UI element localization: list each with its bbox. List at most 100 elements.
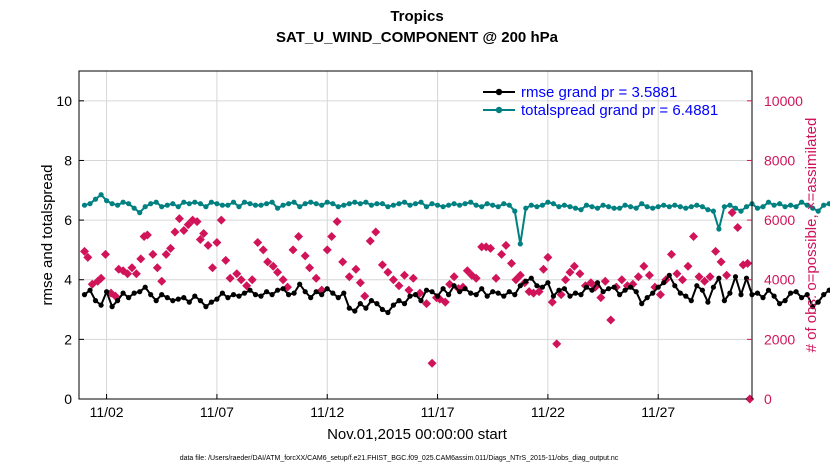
totalspread-point — [391, 203, 396, 208]
rmse-point — [82, 292, 87, 297]
y-tick-label: 4 — [64, 272, 72, 288]
totalspread-point — [788, 203, 793, 208]
totalspread-point — [314, 201, 319, 206]
totalspread-point — [82, 203, 87, 208]
rmse-point — [578, 292, 583, 297]
rmse-point — [143, 285, 148, 290]
rmse-point — [727, 291, 732, 296]
rmse-point — [623, 288, 628, 293]
y-right-tick-label: 6000 — [764, 212, 795, 228]
totalspread-point — [612, 206, 617, 211]
rmse-point — [391, 303, 396, 308]
obs-assimilated-point — [394, 281, 403, 290]
rmse-point — [441, 286, 446, 291]
totalspread-point — [584, 203, 589, 208]
rmse-point — [170, 298, 175, 303]
obs-assimilated-point — [561, 275, 570, 284]
obs-assimilated-point — [733, 223, 742, 232]
obs-assimilated-point — [717, 257, 726, 266]
rmse-point — [231, 292, 236, 297]
totalspread-point — [270, 200, 275, 205]
totalspread-point — [413, 201, 418, 206]
rmse-point — [286, 292, 291, 297]
obs-assimilated-point — [639, 262, 648, 271]
x-tick-label: 11/22 — [531, 404, 565, 420]
totalspread-point — [170, 201, 175, 206]
rmse-point — [281, 286, 286, 291]
rmse-point — [457, 289, 462, 294]
rmse-point — [645, 295, 650, 300]
totalspread-point — [402, 200, 407, 205]
rmse-point — [584, 285, 589, 290]
obs-assimilated-point — [548, 298, 557, 307]
totalspread-point — [198, 201, 203, 206]
totalspread-point — [821, 203, 826, 208]
totalspread-point — [540, 203, 545, 208]
y-right-axis-label: # of obs: o=possible, ×=assimilated — [803, 118, 820, 353]
totalspread-point — [645, 204, 650, 209]
obs-assimilated-point — [371, 228, 380, 237]
rmse-point — [667, 273, 672, 278]
rmse-point — [689, 298, 694, 303]
obs-assimilated-point — [497, 250, 506, 259]
totalspread-point — [187, 201, 192, 206]
totalspread-point — [336, 204, 341, 209]
obs-assimilated-point — [312, 274, 321, 283]
rmse-point — [634, 289, 639, 294]
totalspread-point — [760, 204, 765, 209]
rmse-point — [683, 294, 688, 299]
totalspread-point — [385, 204, 390, 209]
obs-assimilated-point — [248, 275, 257, 284]
totalspread-point — [766, 200, 771, 205]
rmse-point — [755, 291, 760, 296]
totalspread-point — [689, 204, 694, 209]
rmse-point — [452, 283, 457, 288]
y-right-tick-label: 0 — [764, 391, 772, 407]
totalspread-point — [275, 206, 280, 211]
rmse-point — [341, 291, 346, 296]
rmse-point — [468, 291, 473, 296]
totalspread-point — [772, 203, 777, 208]
rmse-point — [474, 292, 479, 297]
rmse-point — [253, 292, 258, 297]
obs-assimilated-point — [153, 263, 162, 272]
rmse-point — [760, 295, 765, 300]
obs-assimilated-point — [617, 275, 626, 284]
totalspread-point — [99, 192, 104, 197]
rmse-point — [374, 301, 379, 306]
rmse-point — [325, 286, 330, 291]
chart-subtitle: SAT_U_WIND_COMPONENT @ 200 hPa — [276, 29, 559, 46]
rmse-point — [556, 288, 561, 293]
rmse-point — [551, 294, 556, 299]
obs-assimilated-point — [221, 256, 230, 265]
totalspread-point — [231, 200, 236, 205]
totalspread-point — [407, 203, 412, 208]
gridlines — [79, 71, 752, 399]
obs-assimilated-point — [170, 228, 179, 237]
rmse-point — [716, 276, 721, 281]
totalspread-point — [253, 203, 258, 208]
rmse-point — [264, 289, 269, 294]
obs-assimilated-point — [404, 286, 413, 295]
rmse-point — [529, 276, 534, 281]
totalspread-point — [308, 200, 313, 205]
rmse-point — [363, 306, 368, 311]
totalspread-point — [606, 204, 611, 209]
rmse-point — [192, 294, 197, 299]
obs-assimilated-point — [501, 241, 510, 250]
rmse-point — [788, 291, 793, 296]
totalspread-point — [518, 241, 523, 246]
totalspread-point — [264, 201, 269, 206]
rmse-point — [485, 294, 490, 299]
totalspread-point — [297, 204, 302, 209]
totalspread-point — [110, 201, 115, 206]
totalspread-point — [192, 200, 197, 205]
totalspread-point — [214, 201, 219, 206]
obs-assimilated-point — [722, 271, 731, 280]
x-tick-label: 11/07 — [200, 404, 234, 420]
rmse-point — [429, 289, 434, 294]
y-right-tick-label: 2000 — [764, 331, 795, 347]
rmse-point — [385, 310, 390, 315]
